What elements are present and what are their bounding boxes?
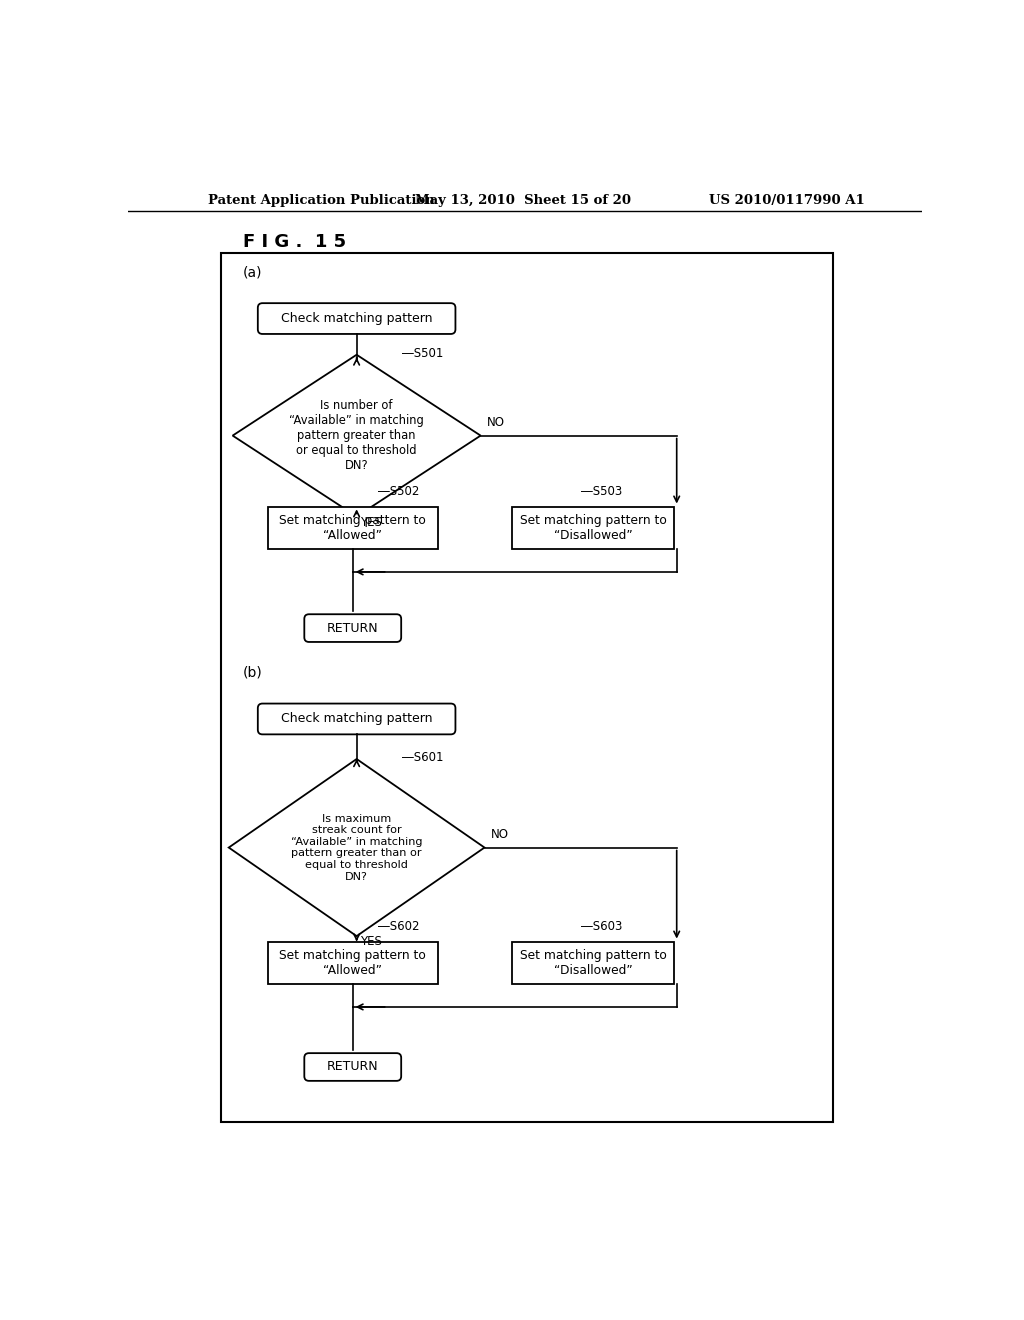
Text: F I G .  1 5: F I G . 1 5 xyxy=(243,232,346,251)
Text: ―S503: ―S503 xyxy=(582,484,623,498)
Text: Set matching pattern to
“Allowed”: Set matching pattern to “Allowed” xyxy=(280,949,426,977)
Text: RETURN: RETURN xyxy=(327,1060,379,1073)
Text: ―S602: ―S602 xyxy=(378,920,420,933)
Text: NO: NO xyxy=(486,416,505,429)
Polygon shape xyxy=(228,759,484,936)
FancyBboxPatch shape xyxy=(304,614,401,642)
Text: Is number of
“Available” in matching
pattern greater than
or equal to threshold
: Is number of “Available” in matching pat… xyxy=(289,399,424,473)
Text: RETURN: RETURN xyxy=(327,622,379,635)
Text: YES: YES xyxy=(360,936,382,948)
Text: (b): (b) xyxy=(243,665,262,680)
Text: Check matching pattern: Check matching pattern xyxy=(281,713,432,726)
Bar xyxy=(512,942,675,985)
Bar xyxy=(267,942,438,985)
Text: Set matching pattern to
“Disallowed”: Set matching pattern to “Disallowed” xyxy=(519,513,667,543)
Text: ―S601: ―S601 xyxy=(401,751,443,764)
Bar xyxy=(221,253,834,1122)
FancyBboxPatch shape xyxy=(304,1053,401,1081)
Text: May 13, 2010  Sheet 15 of 20: May 13, 2010 Sheet 15 of 20 xyxy=(415,194,631,207)
FancyBboxPatch shape xyxy=(258,704,456,734)
Text: ―S502: ―S502 xyxy=(378,484,420,498)
Text: YES: YES xyxy=(360,516,382,529)
Polygon shape xyxy=(232,355,480,516)
Bar xyxy=(267,507,438,549)
Text: Check matching pattern: Check matching pattern xyxy=(281,312,432,325)
FancyBboxPatch shape xyxy=(258,304,456,334)
Text: Set matching pattern to
“Disallowed”: Set matching pattern to “Disallowed” xyxy=(519,949,667,977)
Text: Is maximum
streak count for
“Available” in matching
pattern greater than or
equa: Is maximum streak count for “Available” … xyxy=(291,813,422,882)
Bar xyxy=(512,507,675,549)
Text: ―S501: ―S501 xyxy=(401,347,443,360)
Text: Patent Application Publication: Patent Application Publication xyxy=(208,194,434,207)
Text: (a): (a) xyxy=(243,265,262,280)
Text: Set matching pattern to
“Allowed”: Set matching pattern to “Allowed” xyxy=(280,513,426,543)
Text: ―S603: ―S603 xyxy=(582,920,623,933)
Text: US 2010/0117990 A1: US 2010/0117990 A1 xyxy=(710,194,865,207)
Text: NO: NO xyxy=(490,829,509,841)
